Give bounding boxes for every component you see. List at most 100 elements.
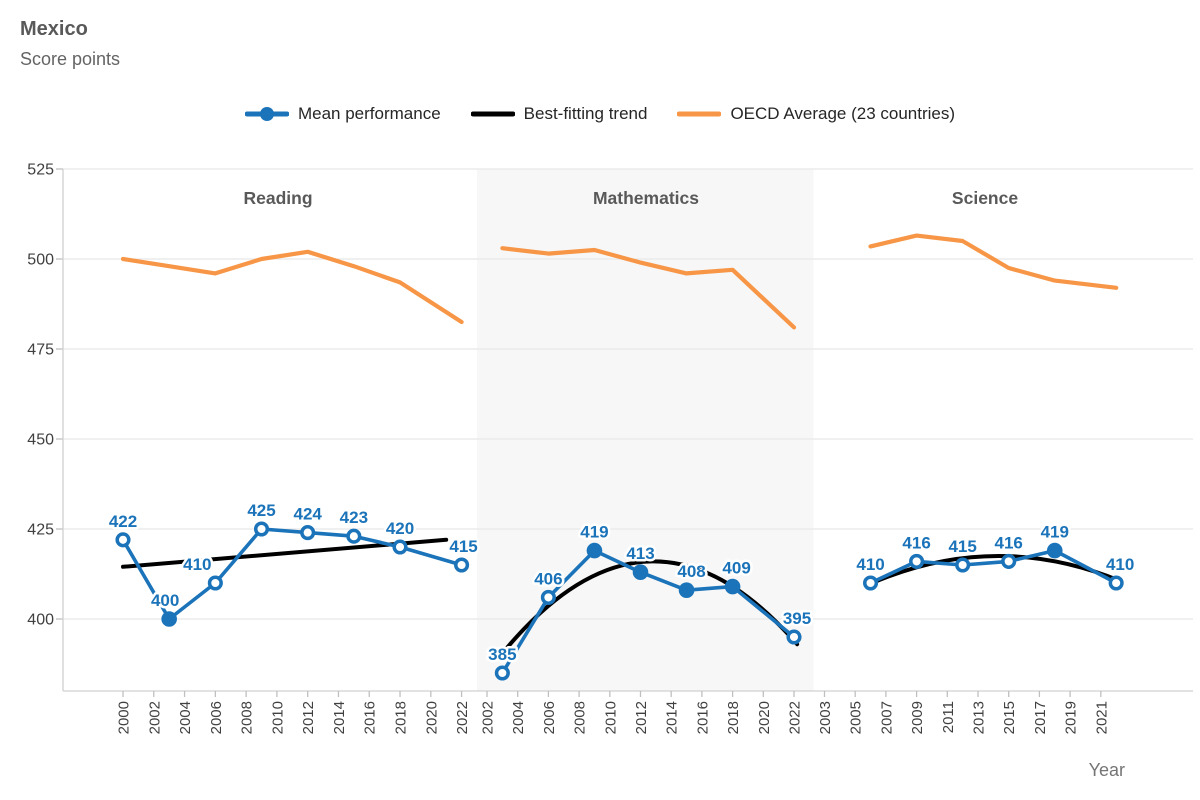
x-tick-label: 2017 <box>1032 701 1049 734</box>
data-point-marker-open[interactable] <box>909 553 925 569</box>
chart-header: Mexico Score points <box>20 18 120 70</box>
x-tick-label: 2008 <box>572 701 589 734</box>
y-tick-label: 450 <box>27 432 54 449</box>
x-tick-label: 2006 <box>541 701 558 734</box>
panel-title-mathematics: Mathematics <box>593 188 699 208</box>
legend-label: OECD Average (23 countries) <box>730 104 956 123</box>
oecd-average-line-reading <box>120 249 464 325</box>
x-tick-label: 2006 <box>208 701 225 734</box>
data-point-marker-filled[interactable] <box>161 611 177 627</box>
data-point-marker-open[interactable] <box>494 665 510 681</box>
x-tick-label: 2004 <box>510 701 527 734</box>
data-point-marker-filled[interactable] <box>724 578 741 595</box>
x-tick-label: 2020 <box>756 701 773 734</box>
x-tick-label: 2015 <box>1001 701 1018 734</box>
x-tick-label: 2016 <box>362 701 379 734</box>
data-point-label: 410 <box>856 555 884 574</box>
data-point-marker-open[interactable] <box>1108 575 1124 591</box>
data-point-label: 408 <box>677 562 705 581</box>
x-tick-label: 2000 <box>116 701 133 734</box>
legend-label: Mean performance <box>297 104 441 123</box>
data-point-label: 425 <box>247 501 275 520</box>
data-point-marker-open[interactable] <box>786 629 802 645</box>
x-tick-label: 2021 <box>1093 701 1110 734</box>
x-tick-label: 2022 <box>454 701 471 734</box>
x-tick-label: 2003 <box>817 701 834 734</box>
line-swatch-icon <box>677 111 722 117</box>
data-point-marker-filled[interactable] <box>586 542 603 559</box>
x-tick-label: 2010 <box>602 701 619 734</box>
oecd-average-line-science <box>868 233 1119 290</box>
data-point-label: 415 <box>948 537 976 556</box>
data-point-marker-filled[interactable] <box>1046 542 1063 559</box>
data-point-label: 409 <box>722 559 750 578</box>
data-point-label: 395 <box>783 609 811 628</box>
y-tick-label: 525 <box>27 162 54 179</box>
data-point-marker-open[interactable] <box>540 589 556 605</box>
data-point-label: 416 <box>995 533 1023 552</box>
x-tick-label: 2009 <box>909 701 926 734</box>
data-point-label: 416 <box>902 533 930 552</box>
data-point-label: 400 <box>151 591 179 610</box>
y-tick-label: 425 <box>27 522 54 539</box>
chart-title: Mexico <box>20 18 88 40</box>
data-point-marker-open[interactable] <box>392 539 408 555</box>
data-point-label: 424 <box>293 505 322 524</box>
data-point-label: 385 <box>488 645 516 664</box>
data-point-label: 415 <box>449 537 477 556</box>
data-point-label: 413 <box>626 544 654 563</box>
x-tick-label: 2004 <box>177 701 194 734</box>
x-tick-label: 2005 <box>848 701 865 734</box>
data-point-marker-open[interactable] <box>863 575 879 591</box>
data-point-label: 419 <box>580 523 608 542</box>
legend-item-2[interactable]: OECD Average (23 countries) <box>677 104 955 124</box>
x-tick-label: 2002 <box>146 701 163 734</box>
data-point-marker-filled[interactable] <box>632 564 649 580</box>
data-point-marker-open[interactable] <box>253 521 270 537</box>
oecd-average-line-mathematics <box>500 246 797 330</box>
x-tick-label: 2022 <box>787 701 804 734</box>
x-tick-label: 2018 <box>393 701 410 734</box>
x-tick-label: 2013 <box>971 701 988 734</box>
line-swatch-icon <box>470 111 515 117</box>
data-point-marker-open[interactable] <box>955 557 971 573</box>
y-axis-unit-label: Score points <box>20 49 121 69</box>
data-point-marker-filled[interactable] <box>678 582 695 598</box>
x-axis-title: Year <box>1088 760 1125 780</box>
data-point-marker-open[interactable] <box>454 557 470 573</box>
data-point-marker-open[interactable] <box>300 525 316 541</box>
data-point-marker-open[interactable] <box>1001 553 1017 569</box>
data-point-label: 423 <box>340 508 368 527</box>
x-tick-label: 2019 <box>1063 701 1080 734</box>
x-tick-label: 2011 <box>940 701 957 733</box>
x-tick-label: 2012 <box>300 701 317 734</box>
data-point-label: 410 <box>1106 555 1134 574</box>
chart-legend: Mean performance Best-fitting trend OECD A… <box>0 104 1200 124</box>
legend-item-0[interactable]: Mean performance <box>244 104 441 124</box>
data-point-marker-open[interactable] <box>207 575 223 591</box>
x-tick-label: 2007 <box>878 701 895 734</box>
legend-item-1[interactable]: Best-fitting trend <box>470 104 648 124</box>
data-point-label: 422 <box>109 512 137 531</box>
x-tick-label: 2002 <box>480 701 497 734</box>
legend-label: Best-fitting trend <box>523 104 648 123</box>
x-tick-label: 2008 <box>239 701 256 734</box>
panel-title-science: Science <box>952 188 1018 208</box>
data-point-marker-open[interactable] <box>115 532 131 548</box>
y-tick-label: 475 <box>27 342 54 359</box>
mean-performance-line-reading <box>121 527 464 621</box>
mean-performance-line-science <box>868 548 1118 585</box>
x-tick-label: 2014 <box>664 701 681 734</box>
data-point-label: 420 <box>386 519 414 538</box>
x-tick-label: 2016 <box>694 701 711 734</box>
panel-title-reading: Reading <box>243 188 312 208</box>
y-tick-label: 400 <box>27 612 54 629</box>
data-point-marker-open[interactable] <box>346 528 362 544</box>
x-tick-label: 2014 <box>331 701 348 734</box>
x-tick-label: 2012 <box>633 701 650 734</box>
data-point-label: 406 <box>534 569 562 588</box>
x-tick-label: 2010 <box>269 701 286 734</box>
x-tick-label: 2020 <box>423 701 440 734</box>
